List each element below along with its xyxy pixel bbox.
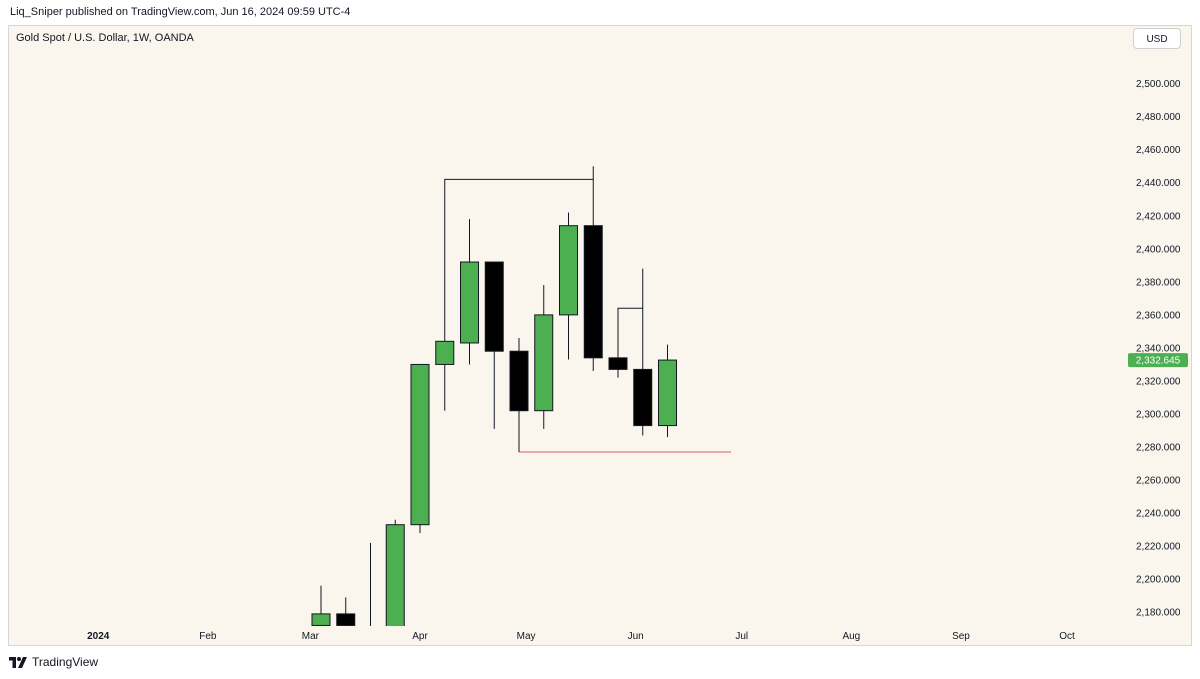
bullish-candle: [362, 637, 380, 649]
y-tick-label: 2,440.000: [1136, 178, 1181, 189]
y-tick-label: 2,460.000: [1136, 145, 1181, 156]
y-tick-label: 2,420.000: [1136, 211, 1181, 222]
footer-brand[interactable]: TradingView: [9, 655, 98, 669]
y-tick-label: 2,180.000: [1136, 608, 1181, 619]
plot-layer: [311, 166, 732, 649]
last-price-tag: [1128, 353, 1188, 368]
y-tick-label: 2,380.000: [1136, 277, 1181, 288]
bearish-candle: [633, 368, 653, 427]
x-tick-label: Oct: [1059, 631, 1075, 642]
y-tick-label: 2,260.000: [1136, 476, 1181, 487]
y-tick-label: 2,480.000: [1136, 112, 1181, 123]
y-tick-label: 2,360.000: [1136, 310, 1181, 321]
y-tick-label: 2,280.000: [1136, 443, 1181, 454]
bullish-candle: [658, 359, 677, 427]
plot-area[interactable]: [9, 26, 1124, 626]
bullish-candle: [385, 524, 405, 626]
bullish-candle: [460, 261, 479, 344]
x-tick-label: Sep: [952, 631, 970, 642]
y-tick-label: 2,500.000: [1136, 79, 1181, 90]
x-tick-label: Apr: [412, 631, 428, 642]
currency-button[interactable]: USD: [1133, 28, 1181, 49]
price-axis[interactable]: [1124, 26, 1191, 645]
bearish-candle: [336, 613, 356, 626]
y-tick-label: 2,220.000: [1136, 542, 1181, 553]
x-tick-label: Jul: [735, 631, 748, 642]
x-tick-label: Jun: [628, 631, 644, 642]
y-tick-label: 2,240.000: [1136, 509, 1181, 520]
last-price-label: 2,332.645: [1136, 356, 1181, 367]
y-tick-label: 2,320.000: [1136, 376, 1181, 387]
bearish-candle: [583, 225, 603, 359]
y-tick-label: 2,400.000: [1136, 244, 1181, 255]
symbol-title: Gold Spot / U.S. Dollar, 1W, OANDA: [16, 32, 194, 44]
bullish-candle: [534, 314, 554, 412]
y-tick-label: 2,300.000: [1136, 410, 1181, 421]
bearish-candle: [608, 357, 628, 370]
footer-brand-label: TradingView: [32, 655, 99, 669]
bracket-drawing: [444, 178, 594, 342]
x-tick-label: May: [517, 631, 536, 642]
bullish-candle: [559, 225, 578, 316]
bracket-drawing: [617, 307, 643, 357]
bullish-candle: [435, 340, 455, 365]
bullish-candle: [410, 363, 430, 526]
time-axis[interactable]: [9, 626, 1124, 645]
x-tick-label: Aug: [842, 631, 860, 642]
x-tick-label: Feb: [199, 631, 217, 642]
bearish-candle: [484, 261, 504, 352]
bearish-candle: [509, 350, 529, 412]
tradingview-logo-icon: [9, 656, 27, 668]
y-tick-label: 2,340.000: [1136, 343, 1181, 354]
publisher-header: Liq_Sniper published on TradingView.com,…: [10, 6, 351, 18]
x-tick-label: Mar: [302, 631, 320, 642]
bullish-candle: [311, 613, 331, 626]
y-tick-label: 2,200.000: [1136, 575, 1181, 586]
x-tick-label: 2024: [87, 631, 110, 642]
